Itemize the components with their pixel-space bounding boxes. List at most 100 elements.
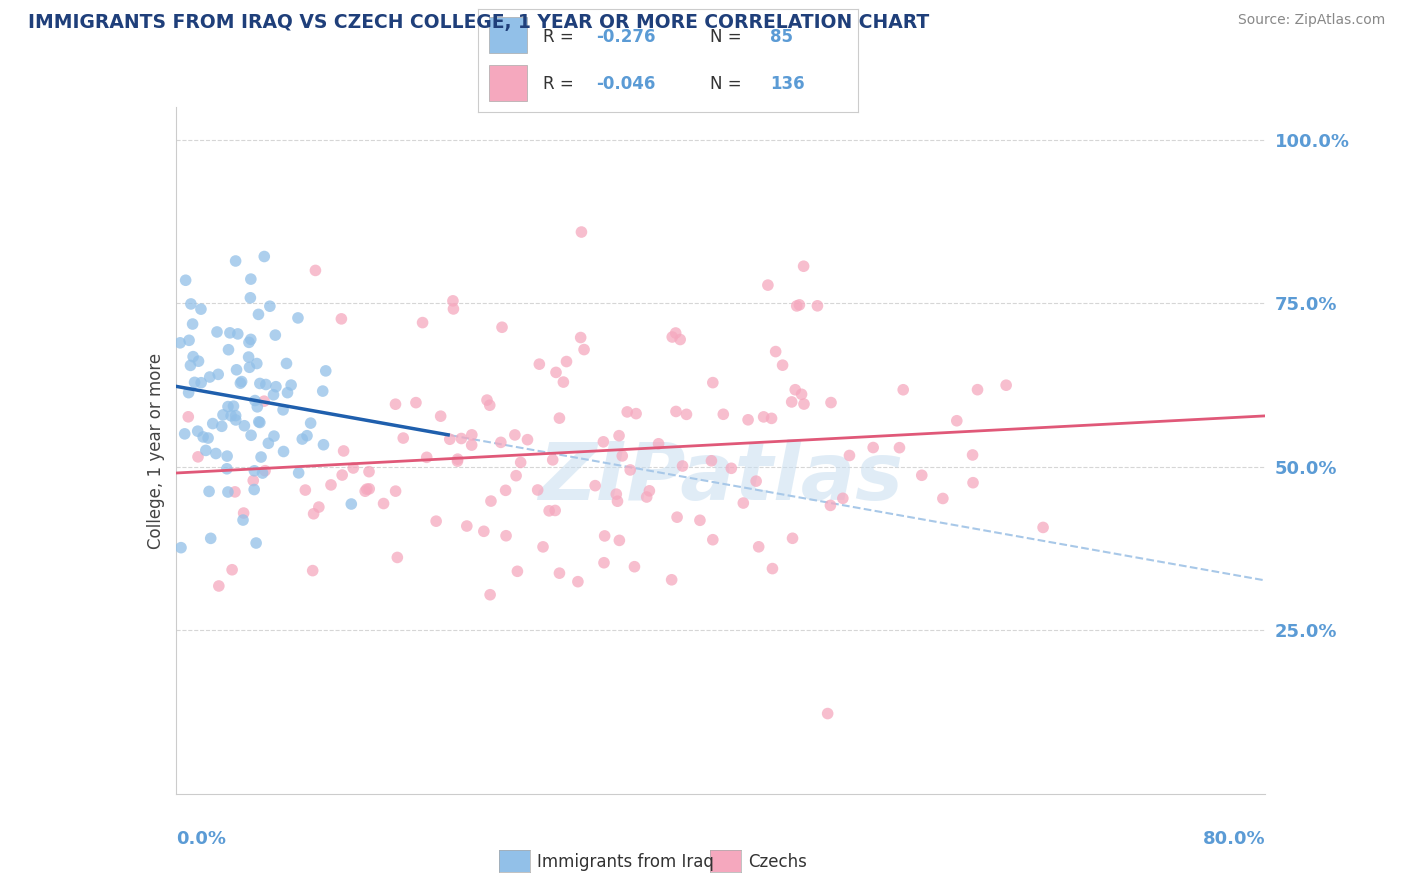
- Point: [373, 497, 395, 511]
- Point: [429, 409, 451, 424]
- Point: [187, 354, 209, 368]
- Point: [342, 461, 364, 475]
- Point: [219, 409, 242, 423]
- Point: [354, 484, 377, 499]
- Point: [312, 384, 335, 398]
- Point: [702, 376, 724, 390]
- Point: [932, 491, 955, 506]
- Point: [946, 414, 969, 428]
- Point: [450, 432, 472, 446]
- Point: [231, 375, 253, 389]
- Point: [190, 302, 212, 317]
- Point: [700, 454, 723, 468]
- Point: [538, 504, 561, 518]
- Point: [222, 399, 245, 413]
- Point: [593, 556, 616, 570]
- Point: [271, 402, 294, 417]
- Point: [276, 356, 298, 370]
- Point: [238, 350, 260, 364]
- Text: Czechs: Czechs: [748, 853, 807, 871]
- Point: [215, 462, 238, 476]
- Point: [276, 385, 298, 400]
- Point: [567, 574, 589, 589]
- Point: [461, 428, 484, 442]
- Point: [638, 483, 661, 498]
- Point: [194, 443, 217, 458]
- Point: [962, 475, 984, 490]
- Point: [387, 550, 409, 565]
- Point: [456, 519, 478, 533]
- Point: [170, 541, 193, 555]
- Point: [264, 380, 287, 394]
- Point: [785, 383, 807, 397]
- Point: [225, 409, 247, 423]
- Point: [616, 405, 638, 419]
- Text: R =: R =: [543, 28, 579, 45]
- Point: [225, 413, 247, 427]
- Point: [197, 431, 219, 445]
- Point: [247, 307, 270, 321]
- Point: [301, 564, 323, 578]
- Point: [544, 503, 567, 517]
- Point: [531, 540, 554, 554]
- Point: [246, 357, 269, 371]
- Point: [174, 273, 197, 287]
- Point: [416, 450, 439, 465]
- Point: [489, 435, 512, 450]
- Point: [571, 225, 593, 239]
- Point: [273, 444, 295, 458]
- Point: [217, 400, 239, 414]
- Point: [263, 429, 285, 443]
- Point: [239, 332, 262, 346]
- Point: [479, 494, 502, 508]
- Point: [733, 496, 755, 510]
- Point: [623, 559, 645, 574]
- Text: -0.276: -0.276: [596, 28, 655, 45]
- Point: [441, 293, 464, 308]
- Point: [446, 452, 468, 467]
- Point: [820, 395, 842, 409]
- Point: [661, 573, 683, 587]
- Point: [553, 375, 575, 389]
- Point: [737, 413, 759, 427]
- Text: IMMIGRANTS FROM IRAQ VS CZECH COLLEGE, 1 YEAR OR MORE CORRELATION CHART: IMMIGRANTS FROM IRAQ VS CZECH COLLEGE, 1…: [28, 13, 929, 32]
- Point: [702, 533, 724, 547]
- Point: [253, 250, 276, 264]
- Point: [264, 328, 287, 343]
- Point: [689, 513, 711, 527]
- Point: [225, 363, 247, 377]
- Point: [793, 259, 815, 273]
- Point: [250, 450, 273, 464]
- Point: [529, 357, 551, 371]
- Point: [299, 416, 322, 430]
- Point: [319, 478, 342, 492]
- Point: [817, 706, 839, 721]
- Point: [491, 320, 513, 334]
- Point: [479, 588, 502, 602]
- Point: [245, 536, 267, 550]
- Point: [238, 335, 260, 350]
- Point: [962, 448, 984, 462]
- Point: [786, 299, 808, 313]
- Point: [889, 441, 911, 455]
- Bar: [489, 17, 527, 53]
- Point: [544, 365, 567, 379]
- Text: 0.0%: 0.0%: [176, 830, 226, 848]
- Text: Immigrants from Iraq: Immigrants from Iraq: [537, 853, 714, 871]
- Point: [217, 485, 239, 500]
- Point: [782, 531, 804, 545]
- Point: [302, 507, 325, 521]
- Point: [315, 364, 337, 378]
- Point: [472, 524, 495, 539]
- Point: [312, 438, 335, 452]
- Text: Source: ZipAtlas.com: Source: ZipAtlas.com: [1237, 13, 1385, 28]
- Point: [211, 419, 233, 434]
- Point: [911, 468, 934, 483]
- Point: [555, 354, 578, 368]
- Point: [169, 335, 191, 350]
- Point: [789, 298, 811, 312]
- Point: [780, 395, 803, 409]
- Point: [280, 378, 302, 392]
- Point: [229, 376, 252, 391]
- Point: [756, 278, 779, 293]
